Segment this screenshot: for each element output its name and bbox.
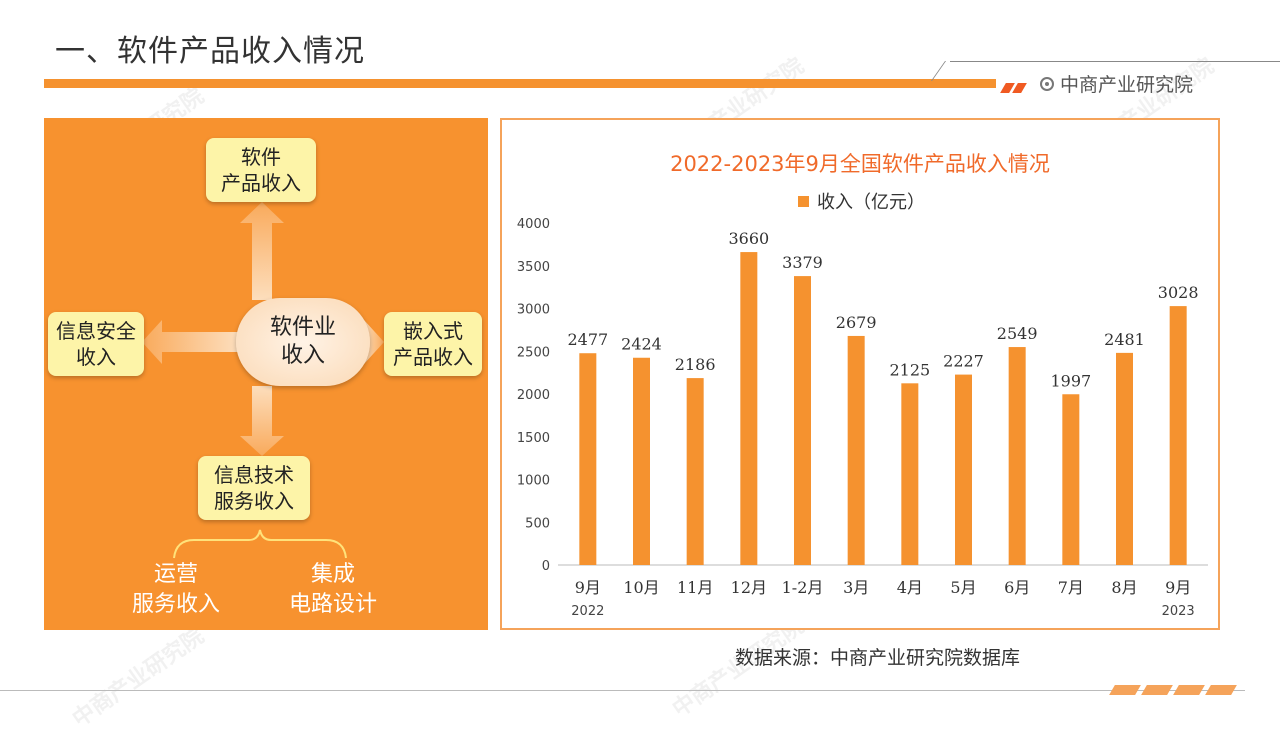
y-tick-label: 1500 [517, 431, 550, 446]
bar [740, 252, 758, 565]
page-title: 一、软件产品收入情况 [55, 34, 365, 69]
y-tick-label: 2000 [517, 388, 550, 403]
header-line [950, 61, 1280, 62]
data-label: 2424 [621, 335, 662, 354]
data-label: 1997 [1050, 371, 1091, 390]
arrows [142, 202, 384, 559]
x-tick-label: 4月 [897, 578, 923, 597]
header-line-diagonal [930, 61, 947, 81]
x-tick-label: 8月 [1111, 578, 1137, 597]
legend: 收入（亿元） [798, 188, 925, 214]
chart-panel: 2022-2023年9月全国软件产品收入情况 收入（亿元） 0 500 1000 15… [500, 118, 1220, 630]
node-software-industry: 软件业 收入 [236, 298, 370, 386]
label-operation-service: 运营 服务收入 [131, 562, 220, 617]
brace [173, 529, 347, 559]
bar [1062, 394, 1080, 565]
arrow-right [364, 320, 384, 364]
bar [633, 357, 650, 565]
footer-slashes [1109, 680, 1240, 699]
accent-slashes [1000, 78, 1027, 97]
data-label: 3660 [728, 229, 769, 248]
y-tick-label: 1000 [517, 474, 550, 489]
title-underline [44, 79, 996, 88]
node-info-security: 信息安全 收入 [48, 312, 144, 376]
data-label: 2477 [567, 330, 608, 349]
brand-name: 中商产业研究院 [1060, 74, 1194, 96]
label-ic-design: 集成 电路设计 [288, 562, 377, 617]
legend-label: 收入（亿元） [817, 192, 925, 213]
bar [955, 374, 972, 565]
bar [847, 335, 865, 565]
y-tick-label: 2500 [517, 345, 550, 360]
bar-chart: 0 500 1000 1500 2000 2500 3000 3500 4000 2477 9月 20… [517, 217, 1208, 619]
x-tick-label: 1-2月 [782, 578, 824, 597]
node-it-service: 信息技术 服务收入 [198, 456, 310, 520]
x-tick-label: 10月 [623, 578, 659, 597]
arrow-left [142, 320, 238, 364]
watermark: 中商产业研究院 [68, 623, 209, 733]
node-embedded-product: 嵌入式 产品收入 [384, 312, 482, 376]
x-tick-label: 6月 [1004, 578, 1030, 597]
x-tick-label: 5月 [950, 578, 976, 597]
x-tick-label: 7月 [1058, 578, 1084, 597]
node-software-product: 软件 产品收入 [206, 138, 316, 202]
bar [686, 378, 704, 565]
data-label: 3379 [782, 253, 823, 272]
data-label: 2186 [675, 355, 716, 374]
bar [1116, 352, 1133, 565]
y-tick-label: 3500 [517, 260, 550, 275]
x-tick-label: 12月 [731, 578, 767, 597]
data-label: 2125 [889, 360, 930, 379]
data-label: 2481 [1104, 330, 1145, 349]
data-label: 2227 [943, 352, 984, 371]
arrow-down [240, 386, 284, 456]
diagram-panel: 软件 产品收入 信息安全 收入 嵌入式 产品收入 信息技术 服务收入 软件业 收… [44, 118, 488, 630]
brand: 中商产业研究院 [1040, 70, 1193, 97]
data-label: 2679 [836, 313, 877, 332]
brand-logo-icon [1040, 76, 1054, 91]
data-label: 2549 [997, 324, 1038, 343]
y-tick-label: 4000 [517, 217, 550, 232]
bar [1008, 347, 1026, 565]
y-tick-label: 3000 [517, 303, 550, 318]
bar [794, 276, 811, 565]
year-label: 2022 [571, 604, 604, 619]
data-source: 数据来源：中商产业研究院数据库 [735, 647, 1021, 669]
data-label: 3028 [1158, 283, 1199, 302]
x-tick-label: 11月 [677, 578, 713, 597]
x-tick-label: 9月 [1165, 578, 1191, 597]
bar [1169, 306, 1187, 565]
legend-swatch [798, 195, 809, 207]
year-label: 2023 [1162, 604, 1195, 619]
bar [901, 383, 919, 565]
footer-line [0, 690, 1245, 691]
bar [579, 353, 597, 565]
arrow-up [240, 202, 284, 300]
y-tick-label: 500 [525, 516, 550, 531]
y-tick-label: 0 [542, 559, 550, 574]
x-tick-label: 3月 [843, 578, 869, 597]
chart-title: 2022-2023年9月全国软件产品收入情况 [670, 152, 1050, 176]
x-tick-label: 9月 [575, 578, 601, 597]
